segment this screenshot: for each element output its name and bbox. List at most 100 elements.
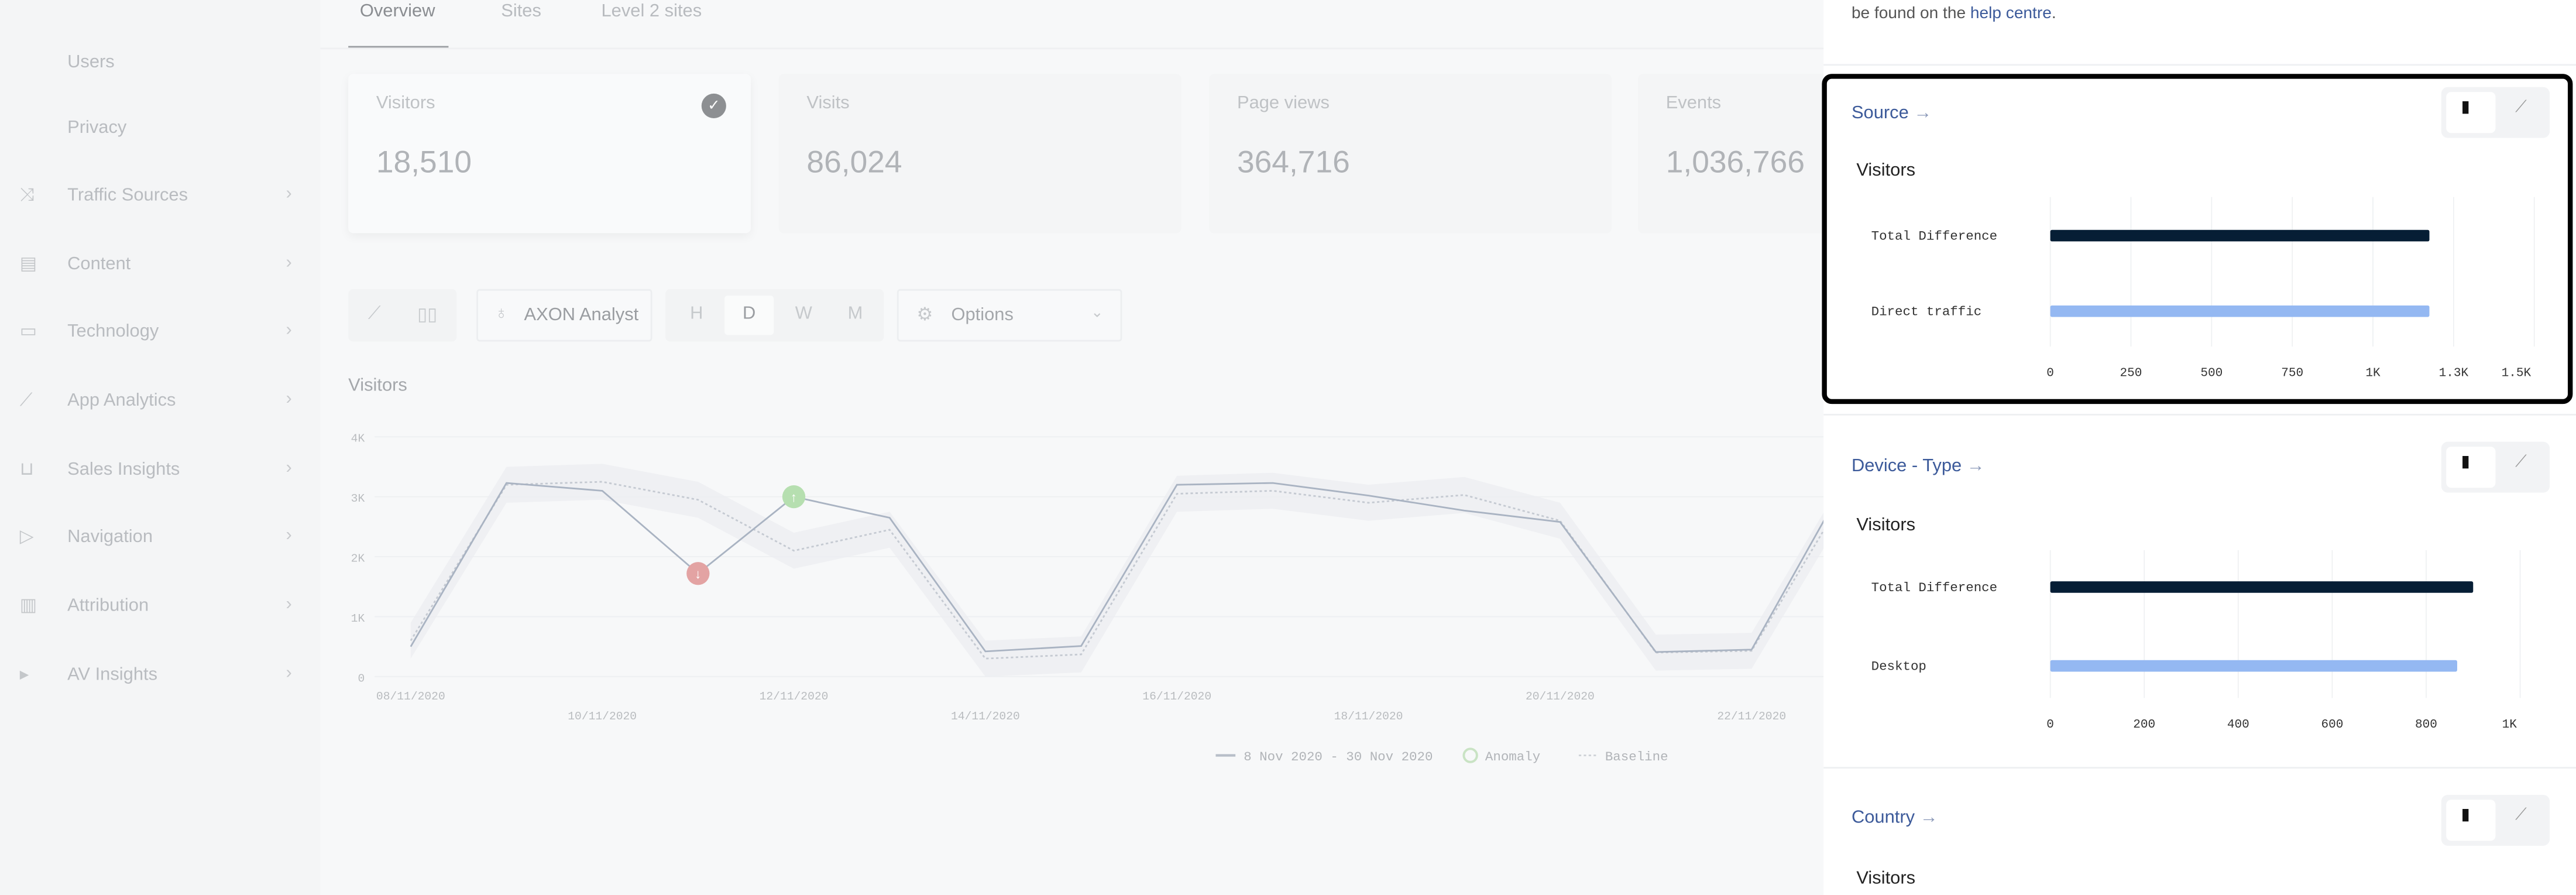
chevron-right-icon: › (286, 525, 292, 546)
bar-chart-icon: ▥ (19, 596, 37, 616)
help-text-prefix: be found on the (1851, 5, 1970, 23)
x-tick-label: 1K (2502, 718, 2517, 732)
x-tick-label: 400 (2227, 718, 2249, 732)
line-chart-icon[interactable]: ⟋ (367, 304, 381, 324)
line-chart-icon: ⟋ (19, 390, 33, 411)
legend-label-baseline: Baseline (1605, 749, 1668, 764)
x-tick-label: 1.3K (2439, 366, 2469, 380)
x-tick-label: 18/11/2020 (1334, 710, 1403, 723)
sidebar-item-users[interactable]: Users (0, 44, 320, 84)
category-label: Desktop (1871, 659, 1926, 674)
chevron-right-icon: › (286, 389, 292, 409)
series-line (410, 482, 1824, 653)
sidebar-item-av-insights[interactable]: ▸ AV Insights › (0, 657, 320, 696)
axon-analyst-button[interactable]: ♁ AXON Analyst (476, 289, 652, 342)
arrow-right-icon: → (1966, 456, 1985, 476)
help-text: be found on the help centre. (1852, 5, 2056, 23)
help-centre-link[interactable]: help centre (1970, 5, 2052, 23)
source-chart-toggle: ▮ ⟋ (2441, 87, 2550, 138)
map-icon[interactable]: ▯▯ (417, 305, 438, 325)
device-type-title-link[interactable]: Device - Type → (1851, 456, 1985, 476)
x-tick-label: 600 (2321, 718, 2343, 732)
y-tick-label: 2K (351, 552, 365, 565)
sidebar-item-label: Users (67, 52, 115, 73)
options-label: Options (951, 305, 1014, 325)
options-dropdown[interactable]: ⚙ Options ⌄ (897, 289, 1122, 342)
sidebar-item-navigation[interactable]: ▷ Navigation › (0, 519, 320, 558)
baseline-band (410, 464, 1824, 677)
line-chart-icon[interactable]: ⟋ (2515, 806, 2527, 825)
y-tick-label: 4K (351, 433, 365, 445)
monitor-icon: ▭ (19, 321, 37, 342)
y-tick-label: 3K (351, 492, 365, 505)
sidebar-item-attribution[interactable]: ▥ Attribution › (0, 588, 320, 627)
sidebar: Users Privacy ⤨ Traffic Sources › ▤ Content › ▭ T… (0, 0, 321, 895)
sidebar-item-label: App Analytics (67, 390, 176, 411)
x-tick-label: 20/11/2020 (1526, 690, 1595, 703)
x-tick-label: 1.5K (2502, 366, 2532, 380)
legend-label-series: 8 Nov 2020 - 30 Nov 2020 (1244, 749, 1433, 764)
axon-analyst-label: AXON Analyst (524, 305, 639, 325)
anomaly-marker-up (782, 485, 806, 509)
device-type-bar-chart: 0 200 400 600 800 1K Total Difference Desktop (1871, 550, 2521, 732)
divider (1823, 767, 2576, 769)
bar-chart-icon[interactable]: ▮ (2461, 98, 2470, 117)
source-bar-chart: 0 250 500 750 1K 1.3K 1.5K Total Difference Dire… (1871, 197, 2535, 380)
granularity-hour[interactable]: H (690, 304, 703, 324)
anomaly-marker-down (686, 562, 710, 585)
x-tick-label: 22/11/2020 (1717, 710, 1786, 723)
arrow-down-icon: ↓ (694, 567, 702, 582)
x-tick-label: 0 (2046, 718, 2054, 732)
chevron-right-icon: › (286, 663, 292, 684)
sidebar-item-label: Navigation (67, 527, 153, 547)
sidebar-item-content[interactable]: ▤ Content › (0, 246, 320, 286)
line-chart-icon[interactable]: ⟋ (2515, 98, 2527, 117)
sidebar-item-traffic-sources[interactable]: ⤨ Traffic Sources › (0, 177, 320, 217)
tab-overview[interactable]: Overview (359, 1, 435, 22)
sidebar-item-label: Sales Insights (67, 459, 180, 480)
metric-value: 18,510 (376, 146, 472, 181)
sidebar-item-privacy[interactable]: Privacy (0, 110, 320, 149)
y-tick-label: 0 (358, 672, 365, 685)
x-tick-label: 800 (2415, 718, 2437, 732)
metric-card-page-views[interactable]: Page views 364,716 (1209, 74, 1612, 234)
chevron-right-icon: › (286, 184, 292, 204)
bar-chart-icon[interactable]: ▮ (2461, 453, 2470, 472)
arrow-right-icon: → (1919, 808, 1938, 828)
bar (2050, 581, 2474, 593)
arrow-up-icon: ↑ (790, 491, 798, 506)
line-chart-icon[interactable]: ⟋ (2515, 453, 2527, 472)
x-tick-label: 12/11/2020 (760, 690, 829, 703)
granularity-week[interactable]: W (795, 304, 812, 324)
lightbulb-icon: ♁ (494, 304, 509, 324)
check-icon: ✓ (701, 93, 726, 118)
sidebar-item-label: Attribution (67, 596, 149, 616)
metric-card-visits[interactable]: Visits 86,024 (778, 74, 1181, 234)
cursor-icon: ▷ (19, 527, 34, 547)
tab-sites[interactable]: Sites (501, 1, 541, 22)
x-tick-label: 750 (2281, 366, 2303, 380)
sidebar-item-technology[interactable]: ▭ Technology › (0, 314, 320, 353)
granularity-day[interactable]: D (742, 304, 756, 324)
legend-label-anomaly: Anomaly (1485, 749, 1540, 764)
metric-card-visitors[interactable]: Visitors 18,510 ✓ (348, 74, 751, 234)
cart-icon: ⊔ (19, 459, 34, 480)
country-title-link[interactable]: Country → (1851, 808, 1938, 828)
arrow-right-icon: → (1914, 103, 1932, 124)
source-title-link[interactable]: Source → (1851, 103, 1932, 124)
granularity-selected-bg (724, 295, 774, 335)
x-tick-label: 10/11/2020 (568, 710, 637, 723)
device-type-chart-toggle: ▮ ⟋ (2441, 441, 2550, 493)
bar-chart-icon[interactable]: ▮ (2461, 806, 2470, 825)
tab-level-2-sites[interactable]: Level 2 sites (601, 1, 702, 22)
sidebar-item-sales-insights[interactable]: ⊔ Sales Insights › (0, 452, 320, 491)
sidebar-item-app-analytics[interactable]: ⟋ App Analytics › (0, 383, 320, 422)
bar (2050, 229, 2430, 242)
source-panel-highlight (1822, 74, 2573, 404)
device-type-subtitle: Visitors (1856, 515, 1916, 536)
bar (2050, 660, 2457, 672)
right-panel: be found on the help centre. Source → ▮ … (1823, 0, 2576, 895)
chevron-right-icon: › (286, 253, 292, 273)
document-icon: ▤ (19, 254, 37, 275)
granularity-month[interactable]: M (847, 304, 863, 324)
